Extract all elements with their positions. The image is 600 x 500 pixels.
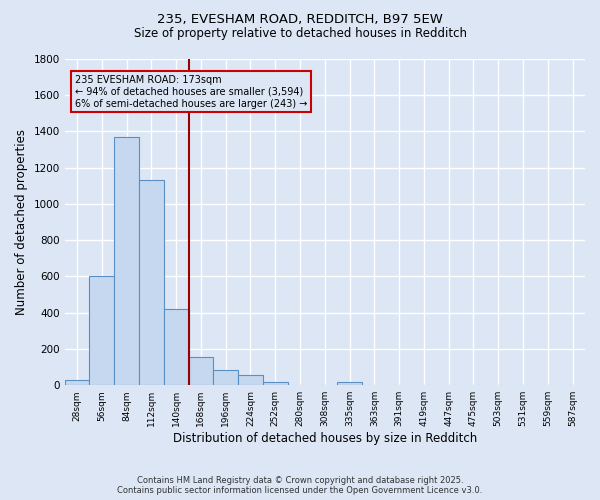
Bar [238, 375, 263, 385]
Bar [89, 276, 114, 385]
Y-axis label: Number of detached properties: Number of detached properties [15, 129, 28, 315]
Bar [263, 382, 287, 385]
Bar [139, 180, 164, 385]
Text: 235 EVESHAM ROAD: 173sqm
← 94% of detached houses are smaller (3,594)
6% of semi: 235 EVESHAM ROAD: 173sqm ← 94% of detach… [75, 76, 307, 108]
Bar [188, 357, 214, 385]
Bar [214, 370, 238, 385]
Text: Contains HM Land Registry data © Crown copyright and database right 2025.
Contai: Contains HM Land Registry data © Crown c… [118, 476, 482, 495]
Text: Size of property relative to detached houses in Redditch: Size of property relative to detached ho… [133, 28, 467, 40]
Text: 235, EVESHAM ROAD, REDDITCH, B97 5EW: 235, EVESHAM ROAD, REDDITCH, B97 5EW [157, 12, 443, 26]
Bar [114, 137, 139, 385]
Bar [164, 309, 188, 385]
X-axis label: Distribution of detached houses by size in Redditch: Distribution of detached houses by size … [173, 432, 477, 445]
Bar [337, 382, 362, 385]
Bar [65, 380, 89, 385]
